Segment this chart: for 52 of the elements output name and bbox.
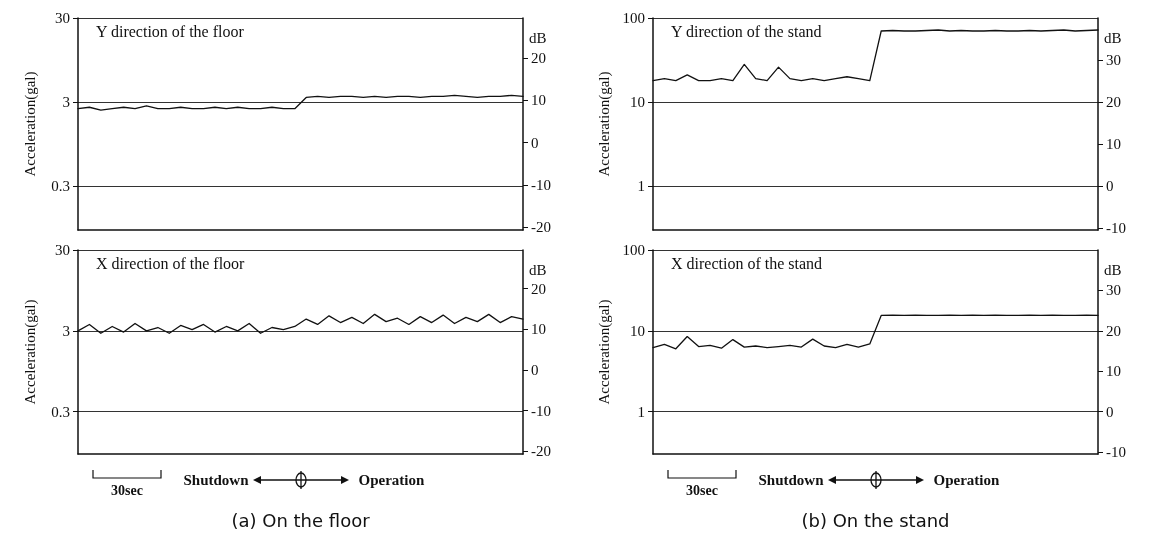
chart-title: X direction of the stand — [671, 254, 823, 272]
text: Operation — [933, 472, 1000, 488]
text: Operation — [358, 472, 425, 488]
y2-axis-title: dB — [1104, 29, 1122, 46]
chart-title: X direction of the floor — [96, 254, 246, 272]
y2-tick-label: 20 — [531, 50, 546, 67]
y-tick-label: 30 — [55, 242, 70, 258]
y-axis-title: Acceleration(gal) — [596, 299, 614, 405]
y-axis-title: Acceleration(gal) — [22, 299, 39, 405]
text: (a) On the floor — [231, 509, 371, 531]
y-tick-label: 100 — [622, 10, 645, 26]
y-tick-label: 30 — [55, 10, 70, 26]
y2-tick-label: -10 — [1106, 443, 1126, 460]
y2-tick-label: -20 — [531, 219, 551, 236]
y2-tick-label: 10 — [531, 92, 546, 109]
chart-title: Y direction of the stand — [671, 22, 822, 40]
y2-tick-label: 10 — [1106, 135, 1121, 152]
y2-axis-title: dB — [529, 29, 547, 46]
y2-axis-title: dB — [529, 261, 547, 278]
y-tick-label: 0.3 — [51, 403, 70, 420]
y2-tick-label: 30 — [1106, 282, 1121, 299]
y2-tick-label: 20 — [1106, 93, 1121, 110]
y-tick-label: 100 — [622, 242, 645, 258]
y2-tick-label: 0 — [1106, 177, 1114, 194]
text: (b) On the stand — [801, 509, 950, 531]
y2-tick-label: -20 — [531, 443, 551, 460]
y2-tick-label: 0 — [531, 361, 539, 378]
y2-tick-label: 30 — [1106, 51, 1121, 68]
y2-tick-label: -10 — [531, 176, 551, 193]
y2-tick-label: 10 — [1106, 363, 1121, 380]
y-tick-label: 10 — [630, 94, 645, 111]
y2-tick-label: -10 — [531, 402, 551, 419]
y2-tick-label: -10 — [1106, 219, 1126, 236]
y2-axis-title: dB — [1104, 261, 1122, 278]
y-tick-label: 1 — [637, 178, 645, 195]
y-axis-title: Acceleration(gal) — [22, 71, 39, 177]
text: Shutdown — [758, 472, 825, 488]
y-tick-label: 1 — [637, 403, 645, 420]
y-axis-title: Acceleration(gal) — [596, 71, 614, 177]
text: Shutdown — [183, 472, 250, 488]
y2-tick-label: 0 — [531, 134, 539, 151]
text: 30sec — [111, 482, 143, 498]
chart-title: Y direction of the floor — [96, 22, 245, 40]
y2-tick-label: 20 — [531, 280, 546, 297]
y-tick-label: 10 — [630, 322, 645, 339]
y-tick-label: 3 — [62, 322, 70, 339]
y2-tick-label: 10 — [531, 321, 546, 338]
text: 30sec — [686, 482, 718, 498]
y-tick-label: 0.3 — [51, 178, 70, 195]
y2-tick-label: 20 — [1106, 322, 1121, 339]
y2-tick-label: 0 — [1106, 403, 1114, 420]
y-tick-label: 3 — [62, 94, 70, 111]
